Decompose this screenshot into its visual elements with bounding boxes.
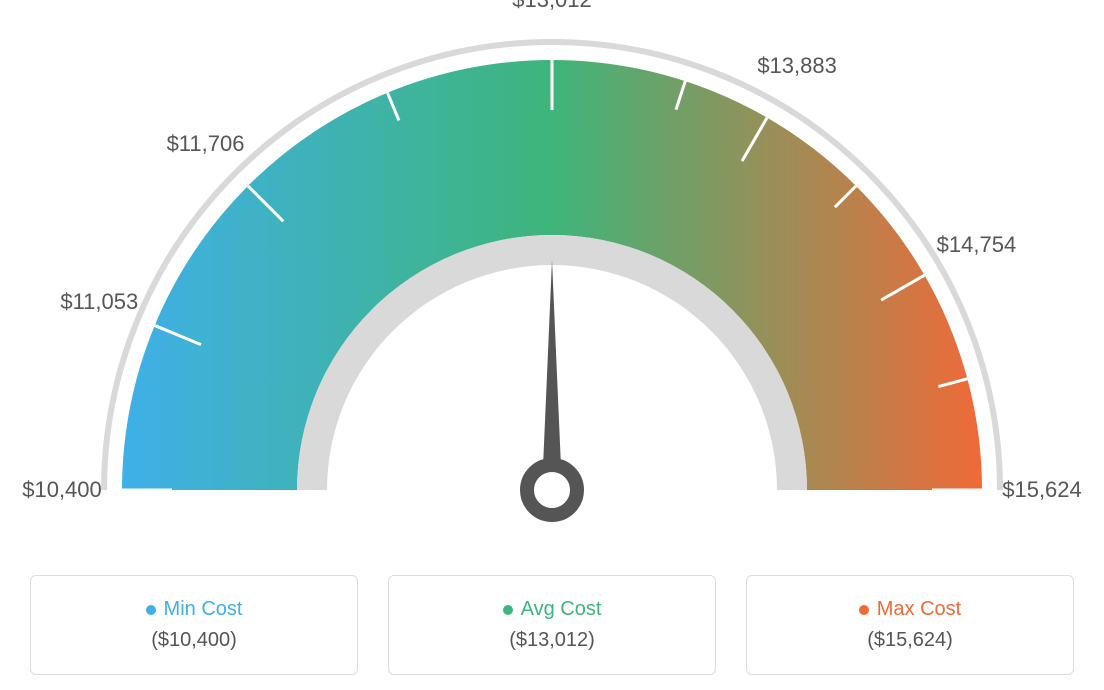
legend-row: Min Cost ($10,400) Avg Cost ($13,012) Ma… xyxy=(30,575,1074,675)
legend-label-avg: Avg Cost xyxy=(521,598,602,621)
tick-label: $11,706 xyxy=(167,131,245,157)
tick-label: $13,012 xyxy=(512,0,592,13)
cost-gauge-container: $10,400 $11,053 $11,706 $13,012 $13,883 $14,7… xyxy=(0,0,1104,690)
legend-dot-min xyxy=(146,605,156,615)
legend-value-min: ($10,400) xyxy=(151,629,237,652)
legend-dot-avg xyxy=(503,605,513,615)
legend-label-max: Max Cost xyxy=(877,598,961,621)
legend-card-max: Max Cost ($15,624) xyxy=(746,575,1074,675)
tick-label: $10,400 xyxy=(22,477,102,503)
legend-value-max: ($15,624) xyxy=(867,629,953,652)
tick-label: $15,624 xyxy=(1002,477,1082,503)
gauge-chart: $10,400 $11,053 $11,706 $13,012 $13,883 $14,7… xyxy=(0,0,1104,560)
tick-label: $14,754 xyxy=(937,232,1017,258)
legend-value-avg: ($13,012) xyxy=(509,629,595,652)
tick-label: $11,053 xyxy=(60,289,138,315)
legend-card-min: Min Cost ($10,400) xyxy=(30,575,358,675)
legend-dot-max xyxy=(859,605,869,615)
tick-label: $13,883 xyxy=(757,53,837,79)
legend-card-avg: Avg Cost ($13,012) xyxy=(388,575,716,675)
legend-label-min: Min Cost xyxy=(164,598,243,621)
